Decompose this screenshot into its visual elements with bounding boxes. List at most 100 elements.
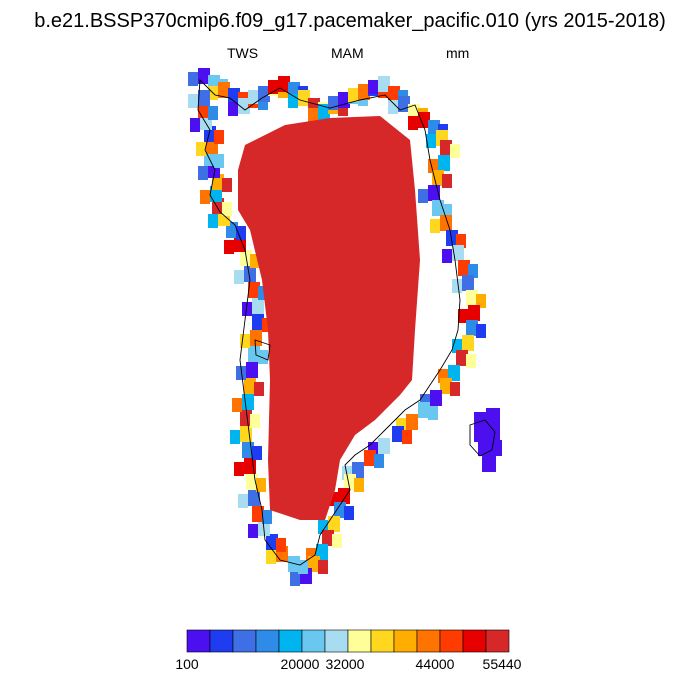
coastal-cell xyxy=(288,556,300,572)
coastal-cell xyxy=(442,249,452,263)
coastal-cell xyxy=(288,94,298,108)
coastal-cell xyxy=(230,430,240,444)
ice-sheet-interior xyxy=(238,116,420,520)
coastal-cell xyxy=(428,406,438,420)
season-label: MAM xyxy=(331,45,364,61)
colorbar-swatch xyxy=(370,629,395,653)
coastal-cell xyxy=(420,394,430,408)
coastal-cell xyxy=(248,282,260,298)
coastal-cell xyxy=(466,290,478,306)
coastal-cell xyxy=(442,204,452,218)
coastal-cell xyxy=(452,279,462,293)
coastal-cell xyxy=(252,506,264,522)
coastal-cell xyxy=(344,506,354,520)
coastal-cell xyxy=(258,86,270,102)
coastal-cell xyxy=(476,324,486,338)
coastal-cell xyxy=(328,96,338,110)
colorbar-swatch xyxy=(347,629,372,653)
coastal-cell xyxy=(306,548,316,562)
coastal-cell xyxy=(332,534,342,548)
coastal-cell xyxy=(396,418,406,432)
coastal-cell xyxy=(450,382,460,396)
coastal-cell xyxy=(374,454,384,468)
coastal-cell xyxy=(222,202,232,216)
coastal-cell xyxy=(248,346,260,362)
coastal-cell xyxy=(208,214,218,228)
coastal-cell xyxy=(234,270,244,284)
island-cell xyxy=(474,412,488,428)
coastal-cell xyxy=(198,166,208,180)
coastal-cell xyxy=(418,189,428,203)
coastal-cell xyxy=(252,314,264,330)
coastal-cell xyxy=(476,294,486,308)
colorbar-label-max: 55440 xyxy=(482,656,522,672)
coastal-cell xyxy=(418,402,430,418)
colorbar-label-min: 100 xyxy=(175,656,199,672)
coastal-cell xyxy=(430,219,440,233)
coastal-cell xyxy=(456,234,466,248)
coastal-cell xyxy=(222,178,232,192)
colorbar-swatch xyxy=(462,629,487,653)
coastal-cell xyxy=(236,226,246,240)
coastal-cell xyxy=(388,86,400,102)
island-cell xyxy=(488,440,502,456)
coastal-cell xyxy=(408,116,418,130)
colorbar-swatch xyxy=(485,629,510,653)
coastal-cell xyxy=(198,68,210,84)
coastal-cell xyxy=(250,254,260,268)
coastal-cell xyxy=(248,490,260,506)
coastal-cell xyxy=(242,394,254,410)
coastal-cell xyxy=(254,382,264,396)
coastal-cell xyxy=(458,260,470,276)
coastal-cell xyxy=(262,510,272,524)
coastal-cell xyxy=(250,330,262,346)
coastal-cell xyxy=(432,170,444,186)
island-cell xyxy=(486,424,500,440)
coastal-cell xyxy=(368,442,378,456)
coastal-cell xyxy=(448,365,460,381)
coastal-cell xyxy=(258,96,268,110)
coastal-cell xyxy=(440,378,452,394)
coastal-cell xyxy=(266,550,276,564)
colorbar-swatch xyxy=(255,629,280,653)
coastal-cell xyxy=(250,414,260,428)
coastal-cell xyxy=(344,474,356,490)
colorbar-swatch xyxy=(393,629,418,653)
coastal-cell xyxy=(196,142,206,156)
colorbar-swatch xyxy=(439,629,464,653)
variable-label: TWS xyxy=(227,45,259,61)
coastal-cell xyxy=(308,108,318,122)
coastal-cell xyxy=(190,118,200,132)
coastal-cell xyxy=(442,174,452,188)
coastal-cell xyxy=(348,88,358,102)
coastal-cell xyxy=(334,502,346,518)
coastal-cell xyxy=(208,106,218,120)
coastal-cell xyxy=(244,378,256,394)
coastal-cell xyxy=(452,245,464,261)
coastal-cell xyxy=(252,446,262,460)
coastal-cell xyxy=(462,275,474,291)
coastal-cell xyxy=(418,112,430,128)
colorbar-swatch xyxy=(278,629,303,653)
colorbar-swatch xyxy=(416,629,441,653)
coastal-cell xyxy=(402,430,412,444)
coastal-cell xyxy=(268,80,278,94)
coastal-cell xyxy=(238,98,250,114)
colorbar-swatch xyxy=(232,629,257,653)
coastal-cell xyxy=(468,305,480,321)
coastal-cell xyxy=(228,88,240,104)
island-cell xyxy=(486,408,500,424)
coastal-cell xyxy=(328,516,340,532)
coastal-cell xyxy=(458,309,468,323)
coastal-cell xyxy=(246,362,258,378)
coastal-cell xyxy=(378,438,390,454)
coastal-cell xyxy=(388,100,398,114)
coastal-cell xyxy=(242,302,252,316)
coastal-cell xyxy=(244,266,256,282)
coastal-cell xyxy=(258,286,268,300)
coastal-cell xyxy=(426,134,436,148)
coastal-cell xyxy=(338,92,350,108)
coastal-cell xyxy=(236,366,246,380)
coastal-cell xyxy=(276,538,286,552)
